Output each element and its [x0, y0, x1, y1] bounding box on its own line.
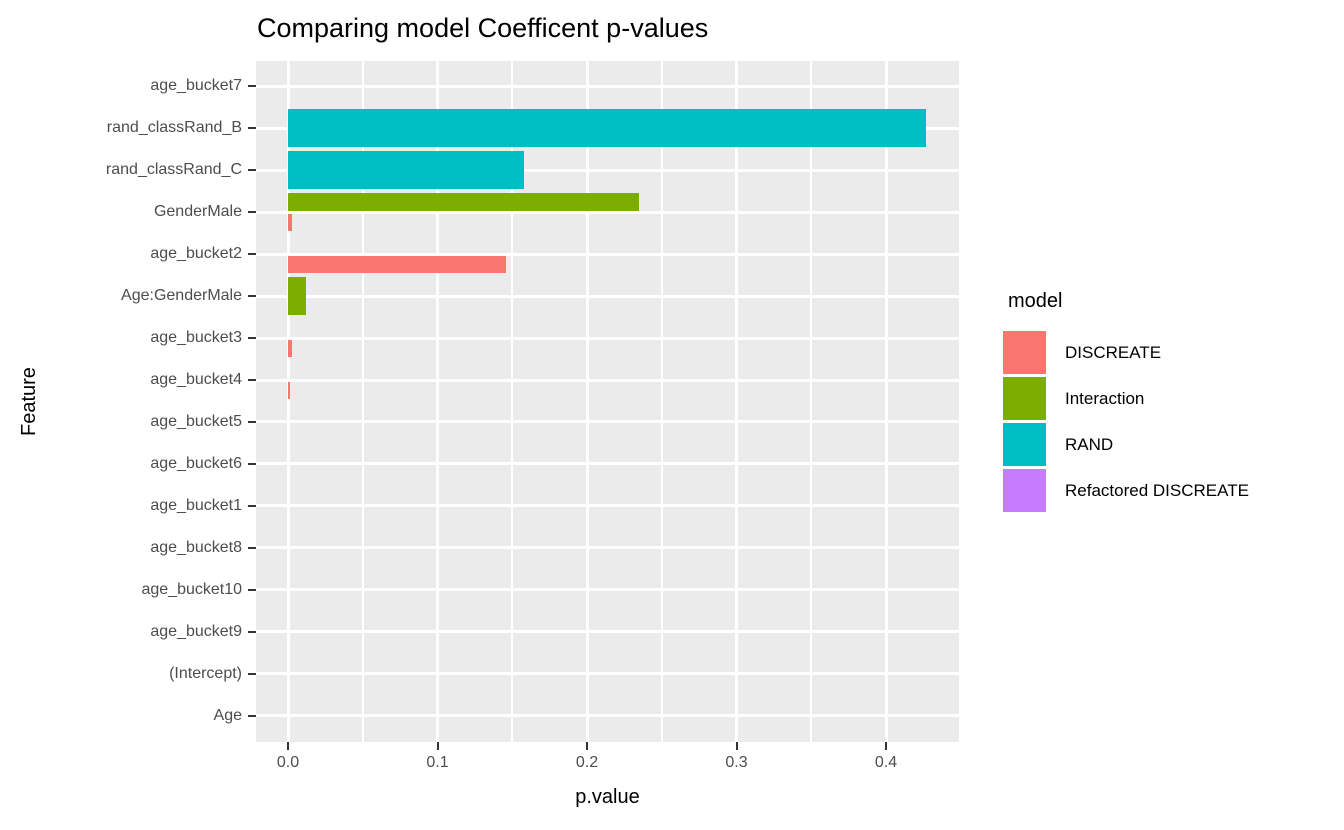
legend-swatch-RAND	[1003, 423, 1046, 466]
category-gridline	[256, 504, 959, 508]
y-tick-label: age_bucket2	[150, 245, 242, 263]
bar-Interaction-GenderMale	[288, 193, 640, 211]
x-tick-mark	[287, 742, 289, 750]
minor-gridline	[810, 61, 813, 742]
y-tick-mark	[248, 420, 256, 423]
y-tick-mark	[248, 337, 256, 340]
y-tick-mark	[248, 127, 256, 130]
y-tick-label: age_bucket5	[150, 412, 242, 430]
y-tick-mark	[248, 85, 256, 88]
category-gridline	[256, 84, 959, 88]
y-tick-mark	[248, 630, 256, 633]
category-gridline	[256, 168, 959, 172]
category-gridline	[256, 672, 959, 676]
y-tick-label: age_bucket4	[150, 371, 242, 388]
bar-DISCREATE-age_bucket2	[288, 255, 507, 274]
bar-Interaction-Age:GenderMale	[288, 277, 306, 316]
plot-panel	[256, 61, 959, 742]
category-gridline	[256, 462, 959, 466]
category-gridline	[256, 336, 959, 340]
legend-item: Interaction	[1003, 377, 1249, 420]
legend-swatch-DISCREATE	[1003, 331, 1046, 374]
bar-DISCREATE-GenderMale	[288, 213, 293, 232]
legend-item: RAND	[1003, 423, 1249, 466]
y-tick-label: age_bucket9	[150, 622, 242, 640]
y-tick-label: age_bucket7	[150, 77, 242, 95]
x-tick-label: 0.2	[575, 754, 599, 771]
legend-items: DISCREATE Interaction RAND Refactored DISCR…	[1003, 331, 1249, 512]
x-axis-title: p.value	[575, 786, 640, 808]
major-gridline	[585, 61, 589, 742]
y-tick-label: age_bucket6	[150, 454, 242, 472]
y-tick-mark	[248, 295, 256, 298]
minor-gridline	[361, 61, 364, 742]
minor-gridline	[511, 61, 514, 742]
y-tick-label: age_bucket1	[150, 496, 242, 514]
category-gridline	[256, 546, 959, 550]
x-tick-mark	[885, 742, 887, 750]
y-tick-label: rand_classRand_C	[105, 161, 242, 179]
major-gridline	[884, 61, 888, 742]
y-tick-label: Age:GenderMale	[121, 287, 242, 305]
bar-RAND-rand_classRand_C	[288, 151, 525, 190]
y-tick-label: Age	[213, 706, 242, 724]
major-gridline	[735, 61, 738, 742]
category-gridline	[256, 714, 959, 718]
y-tick-label: rand_classRand_B	[106, 119, 242, 137]
category-gridline	[256, 210, 959, 214]
major-gridline	[436, 61, 439, 742]
legend-label: Interaction	[1065, 388, 1145, 408]
bar-RAND-rand_classRand_B	[288, 109, 927, 148]
legend-label: DISCREATE	[1065, 342, 1162, 362]
x-tick-label: 0.4	[874, 754, 898, 771]
y-tick-mark	[248, 211, 256, 214]
major-gridline	[286, 61, 290, 742]
legend-label: Refactored DISCREATE	[1065, 480, 1249, 500]
category-gridline	[256, 294, 959, 298]
x-tick-mark	[586, 742, 588, 750]
y-tick-mark	[248, 714, 256, 717]
legend-swatch-Refactored-DISCREATE	[1003, 469, 1046, 512]
x-tick-label: 0.3	[725, 754, 748, 771]
y-tick-mark	[248, 462, 256, 465]
x-tick-mark	[436, 742, 439, 750]
category-gridline	[256, 252, 959, 256]
y-tick-label: GenderMale	[153, 203, 242, 221]
x-tick-mark	[735, 742, 738, 750]
x-tick-label: 0.0	[276, 754, 300, 771]
y-tick-mark	[248, 379, 256, 381]
y-tick-mark	[248, 169, 256, 172]
y-tick-label: age_bucket8	[150, 538, 242, 556]
bar-DISCREATE-age_bucket3	[288, 339, 292, 358]
legend-item: Refactored DISCREATE	[1003, 469, 1249, 512]
y-tick-mark	[248, 588, 256, 591]
chart-title: Comparing model Coefficent p-values	[257, 13, 709, 43]
x-tick-label: 0.1	[426, 754, 449, 771]
legend-item: DISCREATE	[1003, 331, 1249, 374]
y-tick-mark	[248, 504, 256, 507]
legend-title: model	[1008, 290, 1063, 312]
y-tick-label: age_bucket3	[150, 329, 242, 347]
y-tick-label: (Intercept)	[169, 664, 242, 682]
category-gridline	[256, 630, 959, 634]
y-tick-label: age_bucket10	[141, 580, 242, 598]
y-tick-mark	[248, 253, 256, 256]
category-gridline	[256, 378, 959, 382]
category-gridline	[256, 588, 959, 592]
legend: model DISCREATE Interaction RAND Refactored…	[1003, 290, 1249, 515]
legend-label: RAND	[1065, 434, 1114, 454]
minor-gridline	[660, 61, 663, 742]
y-tick-mark	[248, 672, 256, 675]
y-tick-mark	[248, 546, 256, 549]
category-gridline	[256, 420, 959, 424]
legend-swatch-Interaction	[1003, 377, 1046, 420]
bar-DISCREATE-age_bucket4	[288, 381, 290, 399]
